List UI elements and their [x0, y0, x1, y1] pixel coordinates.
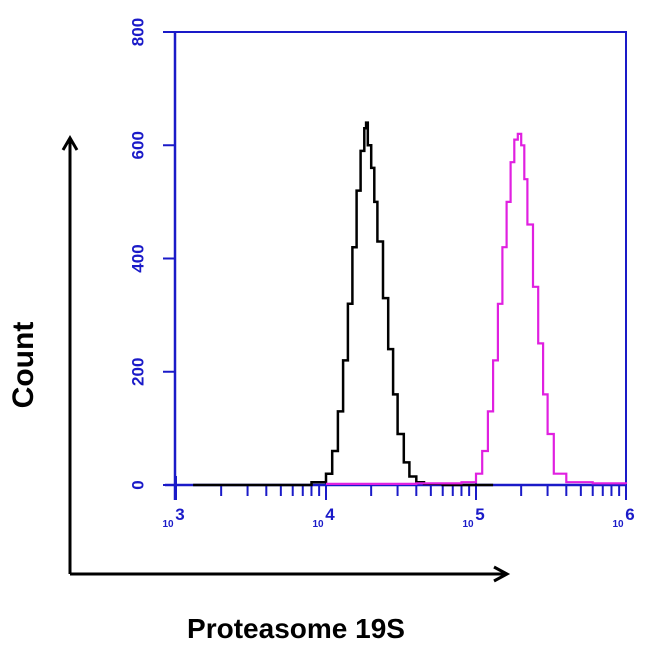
svg-text:10: 10 [162, 519, 174, 530]
x-axis-label: Proteasome 19S [187, 613, 405, 644]
y-tick-label: 600 [128, 131, 147, 159]
y-tick-label: 400 [128, 244, 147, 272]
histogram-series [193, 121, 628, 487]
svg-text:10: 10 [612, 519, 624, 530]
y-tick-label: 800 [128, 18, 147, 46]
svg-text:10: 10 [312, 519, 324, 530]
x-tick-label: 104 [312, 505, 335, 530]
x-tick-label: 105 [462, 505, 484, 530]
svg-text:10: 10 [462, 519, 474, 530]
svg-text:4: 4 [325, 505, 335, 524]
outer-axes-arrows [61, 135, 511, 583]
y-axis-label: Count [7, 322, 40, 409]
x-tick-label: 106 [612, 505, 634, 530]
svg-text:3: 3 [175, 505, 184, 524]
stained-histogram-line [326, 132, 628, 485]
svg-text:6: 6 [625, 505, 634, 524]
y-axis-ticks: 0 200 400 600 800 [128, 18, 175, 490]
x-arrow-head-icon [493, 565, 511, 583]
y-tick-label: 200 [128, 358, 147, 386]
plot-frame [165, 31, 627, 500]
y-arrow-head-icon [61, 135, 79, 151]
svg-text:5: 5 [475, 505, 484, 524]
x-tick-label: 103 [162, 505, 184, 530]
y-tick-label: 0 [128, 480, 147, 489]
control-histogram-line [193, 121, 494, 487]
